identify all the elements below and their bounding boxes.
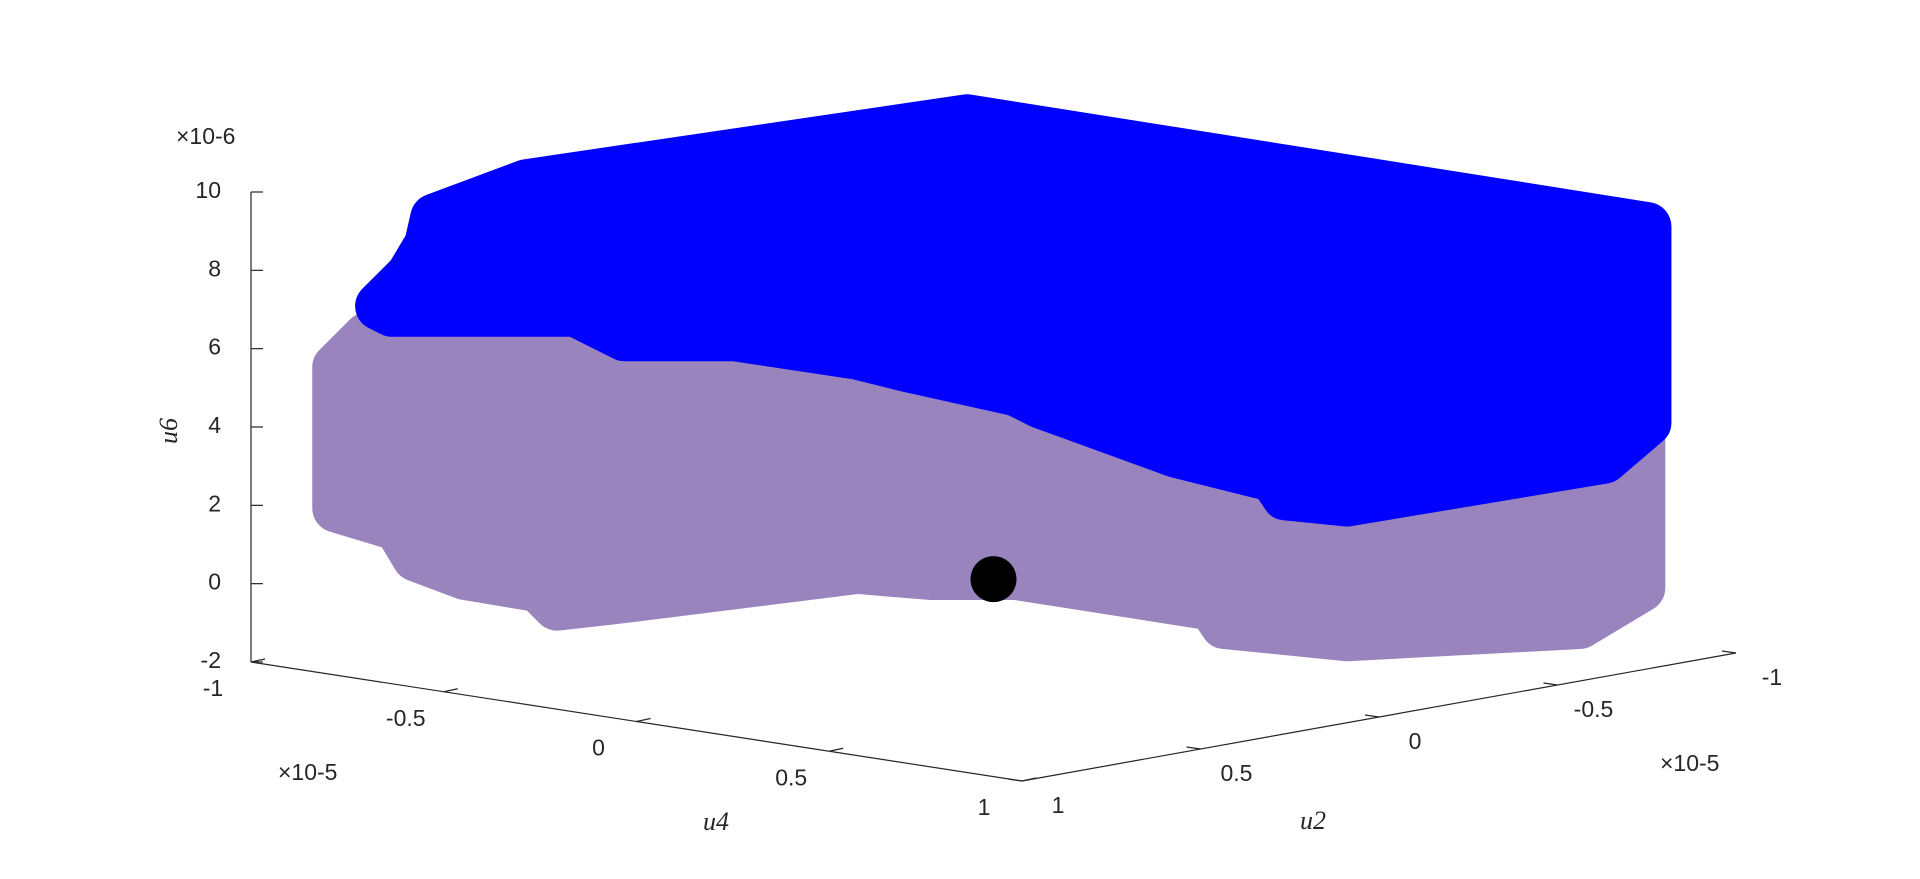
z-tick-label: 6 <box>208 334 221 360</box>
y-tick-label: -0.5 <box>1574 696 1614 722</box>
y-tick-label: 0.5 <box>1221 760 1253 786</box>
y-tick-label: 1 <box>1052 792 1065 818</box>
x-tick <box>1021 777 1037 782</box>
x-tick-label: 0 <box>592 735 605 761</box>
z-tick-label: 10 <box>195 177 221 203</box>
y-tick-label: 0 <box>1409 728 1422 754</box>
x-tick-label: 0.5 <box>775 764 807 790</box>
z-tick-label: 4 <box>208 412 221 438</box>
y-multiplier: ×10-5 <box>1660 750 1719 776</box>
z-tick-label: 8 <box>208 255 221 281</box>
z-multiplier: ×10-6 <box>176 123 235 149</box>
x-tick <box>443 688 458 693</box>
x-tick <box>636 717 651 723</box>
x-tick <box>250 658 266 663</box>
z-label: u6 <box>154 418 183 444</box>
y-tick-label: -1 <box>1762 664 1782 690</box>
y-tick <box>1543 682 1558 686</box>
y-tick <box>1007 778 1023 782</box>
point <box>970 556 1017 603</box>
x-tick-label: -0.5 <box>386 705 426 731</box>
y-tick <box>1186 746 1201 750</box>
y-tick <box>1364 714 1380 718</box>
upper-region <box>355 94 1672 527</box>
z-tick-label: 2 <box>208 490 221 516</box>
x-tick <box>829 747 844 752</box>
z-tick-label: 0 <box>208 569 221 595</box>
x-tick-label: -1 <box>203 675 223 701</box>
x-label: u4 <box>703 807 729 836</box>
point-cloud <box>312 94 1672 662</box>
x-tick-label: 1 <box>978 794 991 820</box>
y-label: u2 <box>1300 806 1326 835</box>
z-tick-label: -2 <box>201 647 221 673</box>
x-multiplier: ×10-5 <box>278 759 337 785</box>
y-tick <box>1721 650 1737 654</box>
